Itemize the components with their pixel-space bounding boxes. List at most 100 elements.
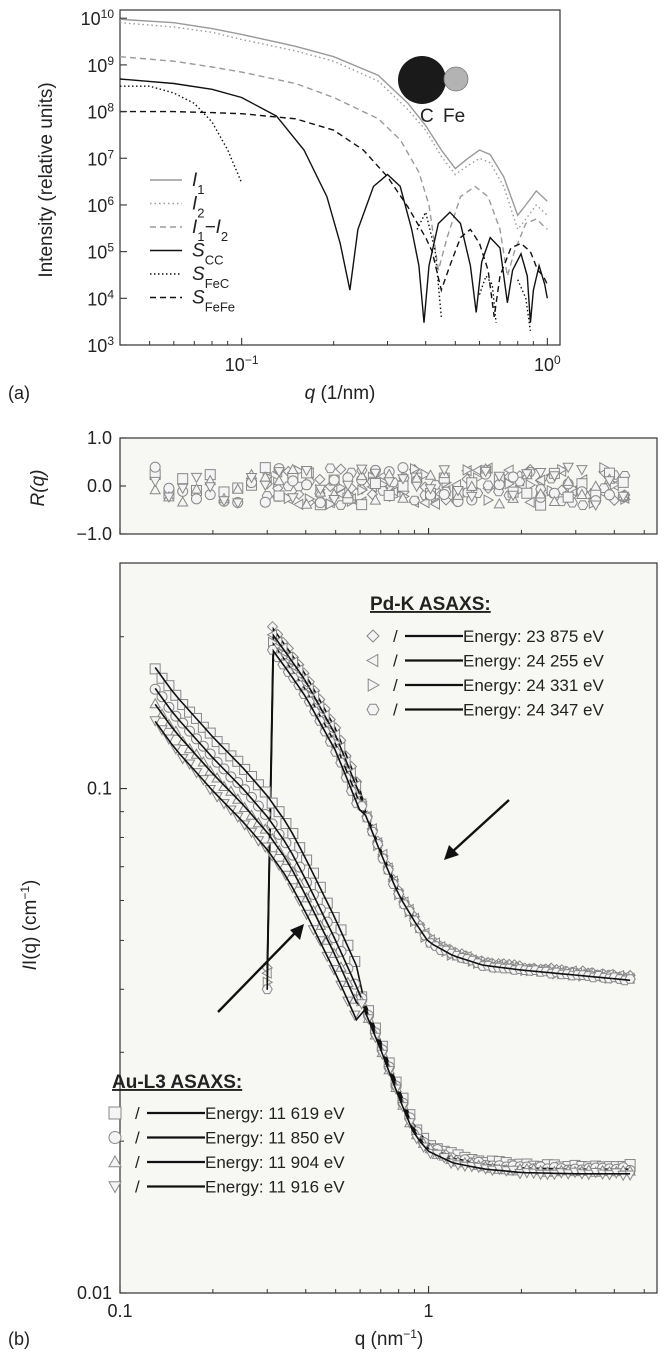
marker-triangle-down	[342, 480, 354, 492]
series-line-4-3	[517, 279, 532, 331]
panel-b-ticks: 0.10.011.00.0−1.00.1 1	[76, 428, 645, 1321]
x-tick-base: 10	[534, 355, 554, 375]
marker-circle	[190, 493, 202, 505]
marker-hexagon	[577, 500, 589, 510]
marker-triangle-up	[534, 487, 547, 499]
marker-triangle-down	[562, 462, 575, 474]
marker-circle	[507, 471, 519, 483]
marker-triangle-down	[355, 999, 368, 1010]
marker-square	[562, 491, 574, 503]
main-y-tick-label: 0.01	[77, 1283, 112, 1303]
marker-triangle-up	[190, 483, 203, 494]
legend-name: I	[192, 170, 198, 191]
series-line-2-0	[119, 56, 548, 277]
panel-a-label: (a)	[8, 383, 30, 403]
marker-triangle-up	[493, 497, 506, 509]
marker-hexagon	[482, 480, 494, 491]
legend-title-1: Au-L3 ASAXS:	[112, 1072, 242, 1093]
marker-triangle-left	[429, 498, 440, 510]
legend-sub: FeC	[205, 276, 230, 291]
y-tick-base: 10	[87, 243, 107, 263]
marker-triangle-right	[483, 494, 495, 506]
marker-triangle-up	[424, 469, 437, 480]
legend-sep: /	[393, 652, 398, 671]
marker-triangle-up	[562, 475, 575, 486]
marker-circle	[301, 479, 313, 491]
marker-square	[383, 489, 395, 501]
marker-square	[232, 755, 244, 767]
panel-a-series	[119, 18, 548, 331]
y-tick-label: 107	[87, 147, 114, 169]
marker-hexagon	[624, 974, 636, 984]
res-y-tick-label: −1.0	[76, 524, 112, 544]
marker-triangle-left	[524, 496, 535, 509]
legend-name: S	[192, 241, 205, 262]
marker-square	[259, 786, 271, 798]
marker-triangle-down	[355, 464, 368, 476]
marker-hexagon	[324, 463, 336, 474]
marker-triangle-up	[286, 463, 299, 474]
marker-triangle-up	[589, 480, 602, 491]
marker-circle	[149, 461, 161, 473]
residuals-y-axis-label: R(q)	[28, 470, 49, 507]
legend-label-0: I1	[192, 170, 205, 197]
legend-name: S	[192, 288, 205, 309]
y-tick-label: 1010	[81, 7, 115, 29]
marker-triangle-up	[149, 697, 162, 709]
marker-triangle-up	[342, 487, 354, 499]
arrow-to-pd-curve	[444, 799, 510, 860]
marker-triangle-down	[273, 467, 285, 478]
legend-sep: /	[393, 676, 398, 695]
y-tick-label: 105	[87, 241, 114, 263]
marker-triangle-down	[548, 1169, 561, 1181]
marker-square	[273, 490, 285, 502]
marker-hexagon	[366, 703, 380, 716]
panel-a-x-axis-label: q (1/nm)	[305, 383, 376, 404]
marker-triangle-down	[603, 476, 616, 487]
legend-sep: /	[135, 1153, 140, 1172]
y-tick-base: 10	[87, 149, 107, 169]
marker-triangle-down	[576, 465, 588, 476]
b-x-tick-label: 0.1	[107, 1301, 132, 1321]
marker-square	[369, 477, 381, 489]
marker-triangle-up	[369, 494, 382, 505]
legend-entry-label: Energy: 24 347 eV	[463, 701, 604, 720]
legend-sep: /	[135, 1129, 140, 1148]
y-tick-exp: 3	[107, 334, 114, 348]
marker-triangle-right	[410, 462, 421, 475]
marker-triangle-down	[300, 466, 313, 477]
legend-entry-label: Energy: 11 916 eV	[205, 1178, 345, 1197]
marker-triangle-down	[328, 495, 340, 506]
marker-triangle-down	[534, 468, 547, 479]
res-y-tick-label: 1.0	[87, 428, 112, 448]
main-y-tick-label: 0.1	[87, 779, 112, 799]
y-tick-exp: 8	[107, 101, 114, 115]
legend-sep: /	[135, 1104, 140, 1123]
panel-b-legends: Pd-K ASAXS: / Energy: 23 875 eV / Energy: 24…	[108, 594, 604, 1197]
x-tick-base: 10	[225, 355, 245, 375]
marker-circle	[328, 474, 340, 486]
marker-triangle-down	[231, 498, 244, 509]
y-tick-exp: 7	[107, 147, 114, 161]
marker-diamond	[335, 463, 347, 475]
marker-circle	[287, 475, 299, 487]
series-line-0-0	[119, 18, 548, 217]
marker-square	[356, 499, 368, 511]
marker-triangle-down	[507, 490, 519, 502]
b-x-tick-label: 1	[424, 1301, 434, 1321]
fit-curve-1-3	[154, 720, 631, 1175]
series-line-1-0	[119, 22, 548, 231]
legend-sub2: 2	[221, 229, 228, 244]
legend-sub: CC	[205, 252, 224, 267]
main-plot-series	[149, 620, 637, 1182]
marker-triangle-down	[369, 468, 382, 480]
legend-sep: /	[393, 701, 398, 720]
legend-name: I	[192, 194, 198, 215]
legend-sub: 2	[197, 205, 204, 220]
marker-triangle-down	[397, 474, 409, 485]
marker-triangle-right	[462, 464, 474, 476]
marker-circle	[108, 1131, 122, 1144]
